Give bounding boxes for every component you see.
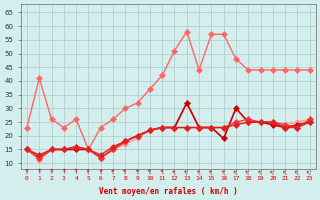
Text: ↑: ↑ [48, 169, 55, 175]
Text: ↑: ↑ [146, 169, 154, 176]
Text: ↑: ↑ [24, 169, 30, 175]
Text: ↑: ↑ [306, 169, 314, 177]
Text: ↑: ↑ [158, 169, 166, 176]
Text: ↑: ↑ [122, 169, 129, 176]
Text: ↑: ↑ [195, 169, 203, 177]
Text: ↑: ↑ [268, 169, 277, 177]
Text: ↑: ↑ [220, 169, 228, 177]
Text: ↑: ↑ [134, 169, 141, 176]
Text: ↑: ↑ [232, 169, 240, 177]
Text: ↑: ↑ [293, 169, 301, 177]
Text: ↑: ↑ [256, 169, 265, 177]
X-axis label: Vent moyen/en rafales ( km/h ): Vent moyen/en rafales ( km/h ) [99, 187, 238, 196]
Text: ↑: ↑ [97, 169, 104, 176]
Text: ↑: ↑ [85, 169, 92, 176]
Text: ↑: ↑ [207, 169, 215, 177]
Text: ↑: ↑ [281, 169, 289, 177]
Text: ↑: ↑ [244, 169, 252, 177]
Text: ↑: ↑ [36, 169, 42, 175]
Text: ↑: ↑ [183, 169, 191, 177]
Text: ↑: ↑ [109, 169, 116, 176]
Text: ↑: ↑ [73, 169, 79, 175]
Text: ↑: ↑ [60, 169, 67, 175]
Text: ↑: ↑ [171, 169, 178, 177]
